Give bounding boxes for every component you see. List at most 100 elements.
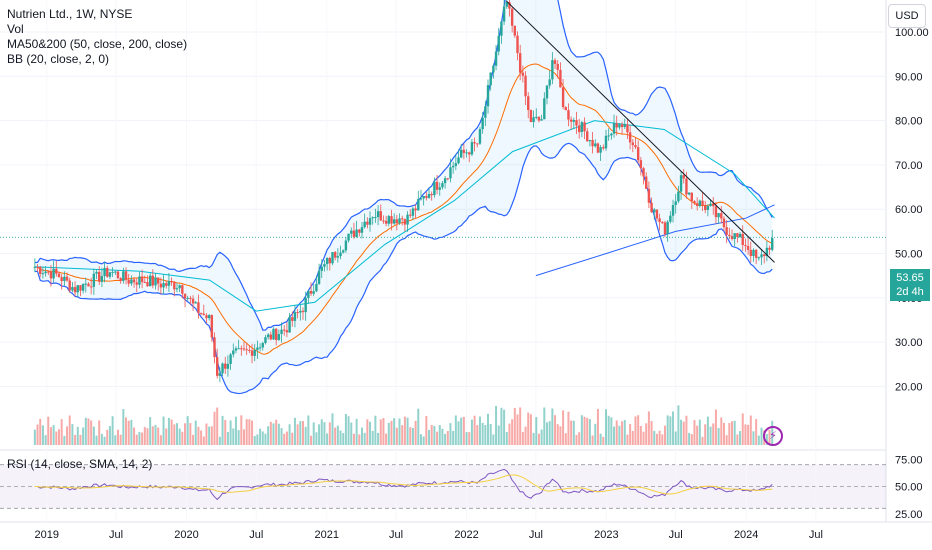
- candle-body: [422, 196, 425, 199]
- candle-body: [232, 350, 235, 355]
- candle-body: [89, 286, 93, 288]
- candle-body: [677, 191, 680, 202]
- candle-body: [588, 139, 592, 142]
- candle-body: [741, 233, 744, 246]
- candle-body: [411, 208, 415, 216]
- volume-bar: [122, 409, 125, 445]
- volume-bar: [688, 432, 691, 445]
- candle-body: [111, 271, 114, 273]
- candle-body: [599, 147, 602, 153]
- candle-body: [135, 282, 138, 285]
- candle-body: [650, 202, 653, 213]
- volume-bar: [428, 430, 431, 445]
- volume-bar: [712, 423, 715, 445]
- bollinger-upper: [34, 0, 773, 331]
- x-tick-label: 2020: [174, 529, 198, 541]
- candle-body: [537, 116, 541, 121]
- volume-bar: [562, 410, 565, 445]
- volume-bar: [347, 416, 350, 445]
- volume-bar: [162, 416, 165, 445]
- candle-body: [55, 268, 58, 274]
- legend-bollinger-bands[interactable]: BB (20, close, 2, 0): [7, 52, 110, 66]
- candle-body: [403, 219, 407, 225]
- volume-bar: [460, 417, 463, 445]
- y-tick-label: 20.00: [895, 381, 923, 393]
- rsi-ma-line: [34, 474, 773, 495]
- candle-body: [449, 167, 452, 179]
- x-tick-label: 2024: [734, 529, 758, 541]
- volume-bar: [87, 418, 90, 445]
- candle-body: [435, 181, 439, 190]
- candle-body: [323, 264, 326, 267]
- volume-bar: [141, 432, 144, 445]
- volume-bar: [296, 424, 299, 445]
- candle-body: [272, 328, 275, 340]
- volume-bar: [672, 411, 675, 445]
- x-tick-label: Jul: [529, 529, 543, 541]
- candle-body: [443, 178, 447, 184]
- volume-bar: [403, 416, 406, 445]
- candle-body: [535, 116, 538, 118]
- last-price-tag: 53.65 2d 4h: [890, 269, 930, 301]
- candle-body: [36, 266, 39, 268]
- volume-bar: [696, 425, 699, 445]
- candle-body: [304, 297, 307, 313]
- volume-bar: [744, 424, 747, 445]
- candle-body: [315, 283, 318, 292]
- candle-body: [245, 349, 248, 351]
- candle-body: [79, 285, 82, 291]
- y-tick-label: 90.00: [895, 71, 923, 83]
- legend-title[interactable]: Nutrien Ltd., 1W, NYSE: [7, 7, 133, 21]
- legend-rsi[interactable]: RSI (14, close, SMA, 14, 2): [7, 457, 153, 471]
- volume-bar: [663, 425, 666, 445]
- volume-bar: [95, 435, 98, 445]
- candle-body: [173, 282, 176, 290]
- volume-bar: [602, 436, 605, 445]
- currency-button[interactable]: USD: [888, 4, 926, 28]
- volume-bar: [521, 431, 524, 445]
- volume-bar: [66, 426, 69, 445]
- volume-bar: [90, 420, 93, 445]
- volume-bar: [532, 432, 535, 445]
- volume-bar: [508, 423, 511, 445]
- candle-body: [693, 201, 696, 204]
- volume-bar: [178, 428, 181, 445]
- ma50-line: [34, 120, 775, 312]
- volume-bar: [588, 419, 591, 445]
- candle-body: [540, 119, 543, 121]
- volume-bar: [436, 431, 439, 445]
- volume-bar: [175, 423, 178, 445]
- volume-bar: [575, 434, 578, 445]
- candle-body: [661, 222, 664, 224]
- candle-body: [695, 203, 699, 206]
- volume-bar: [243, 429, 246, 445]
- candle-body: [215, 357, 219, 376]
- volume-bar: [390, 420, 393, 445]
- candle-body: [473, 142, 476, 144]
- candle-body: [510, 8, 514, 26]
- candle-body: [529, 110, 533, 123]
- volume-bar: [165, 428, 168, 445]
- volume-bar: [430, 425, 433, 445]
- volume-bar: [473, 415, 476, 445]
- volume-bar: [554, 415, 557, 445]
- candle-body: [124, 271, 128, 280]
- legend-moving-averages[interactable]: MA50&200 (50, close, 200, close): [7, 37, 188, 51]
- volume-bar: [342, 433, 345, 445]
- volume-bar: [248, 419, 251, 445]
- candle-body: [559, 69, 562, 88]
- volume-bar: [280, 428, 283, 445]
- volume-bar: [369, 421, 372, 445]
- candle-body: [114, 271, 117, 273]
- legend-volume[interactable]: Vol: [7, 22, 24, 36]
- lightning-icon[interactable]: ⚡: [763, 426, 783, 446]
- candle-body: [352, 230, 356, 237]
- candle-body: [706, 205, 710, 210]
- volume-bar: [540, 429, 543, 445]
- volume-bar: [500, 407, 503, 445]
- candle-body: [183, 293, 187, 299]
- candle-body: [390, 216, 393, 224]
- volume-bar: [690, 434, 693, 445]
- volume-bar: [733, 420, 736, 445]
